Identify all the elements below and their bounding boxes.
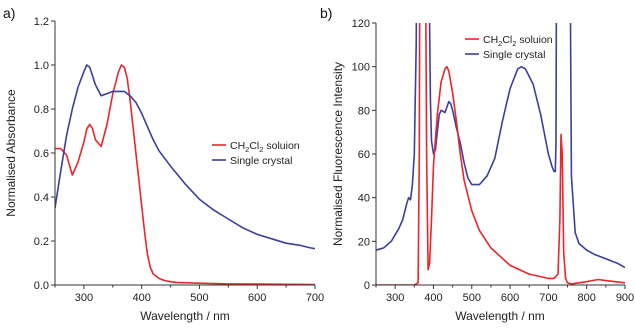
panel-b-x-tick-label: 300 xyxy=(386,292,404,304)
panel-a-x-tick-label: 300 xyxy=(75,292,93,304)
panel-b-y-tick-label: 100 xyxy=(352,62,370,74)
panel-a-label: a) xyxy=(3,5,15,21)
panel-a-y-ticks: 0.0 0.2 0.4 0.6 0.8 1.0 1.2 xyxy=(34,16,55,292)
panel-b-y-tick-label: 0 xyxy=(364,280,370,292)
panel-b: b) 300 400 500 600 700 800 900 0 20 40 60 80 100 120… xyxy=(320,5,634,323)
panel-a-x-tick-label: 400 xyxy=(132,292,150,304)
panel-a-legend-entry-solution: CH2Cl2 soluion xyxy=(230,140,300,154)
panel-a-y-tick-label: 1.2 xyxy=(34,16,49,28)
panel-a-y-tick-label: 0.6 xyxy=(34,148,49,160)
panel-b-x-axis-label: Wavelength / nm xyxy=(455,309,545,323)
panel-a-y-tick-label: 1.0 xyxy=(34,60,49,72)
panel-a-x-tick-label: 700 xyxy=(306,292,324,304)
panel-b-y-tick-label: 20 xyxy=(358,236,370,248)
panel-a-legend: CH2Cl2 soluion Single crystal xyxy=(212,140,300,167)
panel-a-y-tick-label: 0.8 xyxy=(34,104,49,116)
panel-a-series-solution-line xyxy=(55,64,315,285)
panel-a-series-crystal-line xyxy=(55,64,315,250)
panel-b-x-tick-label: 800 xyxy=(578,292,596,304)
panel-b-x-tick-label: 700 xyxy=(539,292,557,304)
panel-b-y-tick-label: 60 xyxy=(358,149,370,161)
panel-a-x-tick-label: 500 xyxy=(190,292,208,304)
panel-a-series-group xyxy=(55,64,315,285)
panel-b-x-tick-label: 600 xyxy=(501,292,519,304)
panel-a: a) 300 400 500 600 700 0.0 0.2 0.4 0.6 0.8 1.0 1.2… xyxy=(3,5,324,323)
panel-a-legend-entry-crystal: Single crystal xyxy=(230,155,292,167)
panel-a-x-axis-label: Wavelength / nm xyxy=(140,309,230,323)
panel-b-y-ticks: 0 20 40 60 80 100 120 xyxy=(352,18,376,292)
panel-a-x-ticks: 300 400 500 600 700 xyxy=(54,285,324,304)
panel-b-legend-entry-crystal: Single crystal xyxy=(483,49,545,61)
panel-b-series-group xyxy=(376,23,625,285)
panel-b-y-axis-label: Normalised Fluorescence Intensity xyxy=(331,62,345,246)
panel-a-y-tick-label: 0.2 xyxy=(34,236,49,248)
panel-b-series-solution-line xyxy=(376,23,625,285)
panel-b-x-tick-label: 500 xyxy=(463,292,481,304)
panel-b-x-tick-label: 900 xyxy=(616,292,634,304)
panel-b-label: b) xyxy=(320,5,332,21)
panel-b-legend-entry-solution: CH2Cl2 soluion xyxy=(483,34,553,48)
panel-a-y-axis-label: Normalised Absorbance xyxy=(4,89,18,217)
panel-b-y-tick-label: 80 xyxy=(358,105,370,117)
panel-b-x-ticks: 300 400 500 600 700 800 900 xyxy=(375,285,634,304)
panel-b-y-tick-label: 120 xyxy=(352,18,370,30)
panel-b-series-crystal-line xyxy=(376,23,625,269)
panel-b-x-tick-label: 400 xyxy=(424,292,442,304)
panel-a-y-tick-label: 0.0 xyxy=(34,280,49,292)
panel-a-x-tick-label: 600 xyxy=(248,292,266,304)
panel-b-legend: CH2Cl2 soluion Single crystal xyxy=(465,34,553,61)
panel-a-y-tick-label: 0.4 xyxy=(34,192,49,204)
panel-b-y-tick-label: 40 xyxy=(358,193,370,205)
